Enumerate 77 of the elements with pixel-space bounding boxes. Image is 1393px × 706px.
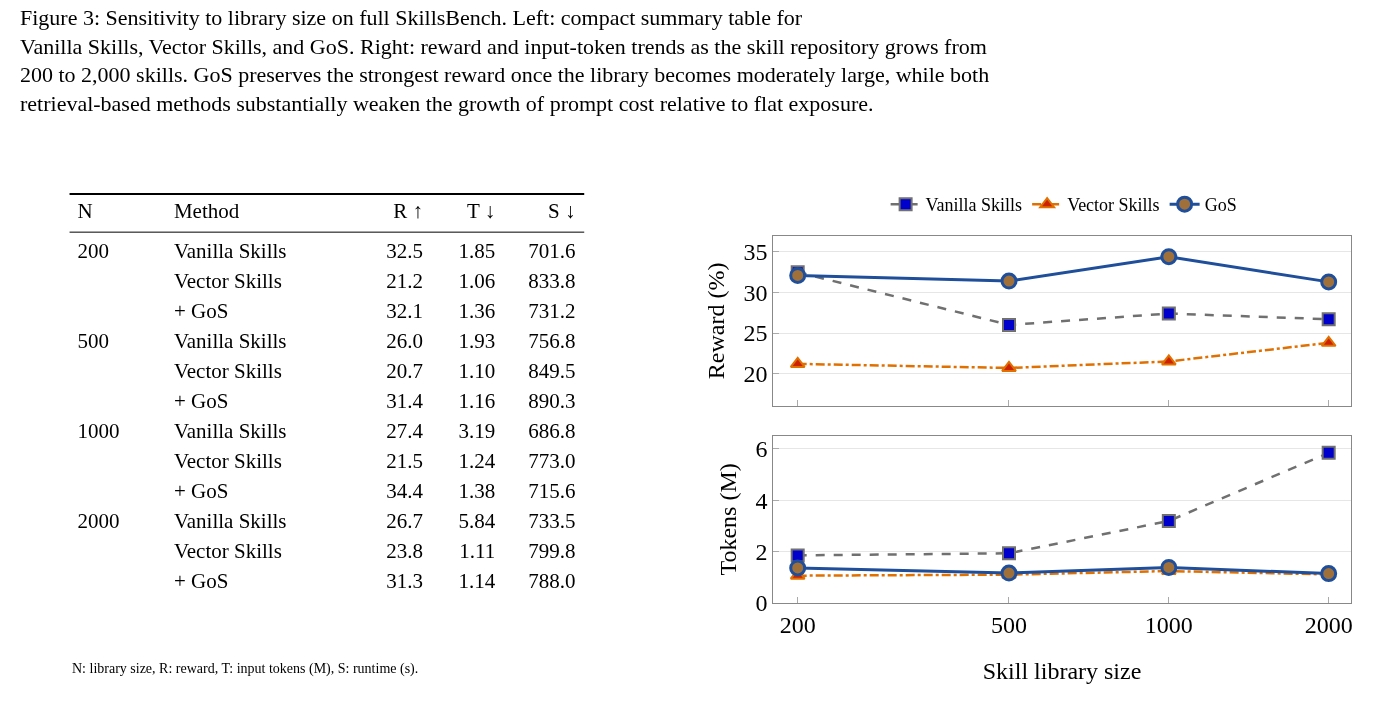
text: 833.8 (528, 268, 576, 293)
text: + GoS (173, 478, 229, 503)
text: N: library size, R: reward, T: input tokens (M), S: runtime (s). (72, 661, 419, 677)
y-tick-label: 30 (743, 279, 768, 306)
text: 701.6 (528, 238, 576, 263)
text: 32.5 (386, 238, 423, 263)
text: + GoS (173, 568, 229, 593)
text: 27.4 (386, 418, 423, 443)
text: 31.4 (386, 388, 423, 413)
y-tick-label: 25 (743, 320, 768, 347)
category-label: S ↓ (548, 198, 576, 223)
text: + GoS (173, 298, 229, 323)
y-tick-label: 6 (755, 436, 768, 463)
text: 500 (77, 328, 110, 353)
text: 756.8 (528, 328, 576, 353)
text: Vanilla Skills (173, 508, 287, 533)
text: 200 (77, 238, 110, 263)
text: Vanilla Skills (173, 328, 287, 353)
text: 788.0 (528, 568, 576, 593)
text: 1.38 (458, 478, 496, 503)
x-tick-label: 200 (779, 611, 816, 638)
y-axis-title: Tokens (M) (714, 463, 741, 576)
x-tick-label: 2000 (1304, 611, 1353, 638)
text: 21.2 (386, 268, 423, 293)
text: 731.2 (528, 298, 576, 323)
text: Figure 3: Sensitivity to library size on full SkillsBench. Left: compact summary table for Vanilla Skills, Vector Skills, and GoS. Right: reward and input-token trends as the skill repository grows from 200 to 2,000 skills. GoS preserves the strongest reward once the library becomes moderately large, while both retrieval-based methods substantially weaken the growth of prompt cost relative to flat exposure. (20, 5, 990, 116)
y-tick-label: 4 (755, 487, 768, 514)
text: 890.3 (528, 388, 576, 413)
text: 715.6 (528, 478, 576, 503)
text: 1.24 (458, 448, 496, 473)
category-label: T ↓ (467, 198, 496, 223)
text: 1.11 (459, 538, 496, 563)
text: Vector Skills (173, 358, 282, 383)
y-tick-label: 2 (755, 538, 768, 565)
y-tick-label: 35 (743, 239, 768, 266)
text: 21.5 (386, 448, 423, 473)
text: 3.19 (458, 418, 496, 443)
category-label: N (77, 198, 93, 223)
text: 799.8 (528, 538, 576, 563)
text: 1.10 (458, 358, 496, 383)
text: 733.5 (528, 508, 576, 533)
y-tick-label: 20 (743, 361, 768, 388)
text: 1000 (77, 418, 120, 443)
text: 1.16 (458, 388, 496, 413)
text: 1.85 (458, 238, 496, 263)
text: 23.8 (386, 538, 423, 563)
text: 32.1 (386, 298, 423, 323)
legend-label: Vanilla Skills (925, 195, 1023, 216)
text: 26.0 (386, 328, 423, 353)
category-label: R ↑ (393, 198, 423, 223)
text: 773.0 (528, 448, 576, 473)
text: Vector Skills (173, 268, 282, 293)
text: 1.93 (458, 328, 496, 353)
text: 26.7 (386, 508, 423, 533)
text: 1.06 (458, 268, 496, 293)
legend-label: GoS (1204, 195, 1237, 216)
text: + GoS (173, 388, 229, 413)
y-axis-title: Reward (%) (702, 262, 729, 380)
x-tick-label: 1000 (1144, 611, 1193, 638)
text: 20.7 (386, 358, 423, 383)
category-label: Method (173, 198, 240, 223)
text: 2000 (77, 508, 120, 533)
text: Vector Skills (173, 448, 282, 473)
x-tick-label: 500 (991, 611, 1027, 638)
legend-label: Vector Skills (1067, 195, 1160, 216)
text: 849.5 (528, 358, 576, 383)
y-tick-label: 0 (755, 590, 768, 617)
text: 1.36 (458, 298, 496, 323)
text: Vanilla Skills (173, 238, 287, 263)
text: Vector Skills (173, 538, 282, 563)
x-axis-title: Skill library size (982, 658, 1142, 685)
text: 686.8 (528, 418, 576, 443)
text: 31.3 (386, 568, 423, 593)
text: 1.14 (458, 568, 496, 593)
text: 5.84 (458, 508, 496, 533)
text: 34.4 (386, 478, 423, 503)
text: Vanilla Skills (173, 418, 287, 443)
